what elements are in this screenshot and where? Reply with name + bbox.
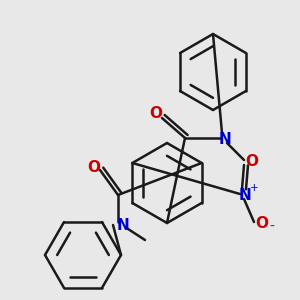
Text: +: + xyxy=(250,183,258,193)
Text: N: N xyxy=(238,188,251,202)
Text: O: O xyxy=(149,106,163,122)
Text: -: - xyxy=(270,220,274,234)
Text: O: O xyxy=(245,154,259,169)
Text: O: O xyxy=(256,217,268,232)
Text: N: N xyxy=(219,131,231,146)
Text: N: N xyxy=(117,218,129,232)
Text: O: O xyxy=(88,160,100,175)
